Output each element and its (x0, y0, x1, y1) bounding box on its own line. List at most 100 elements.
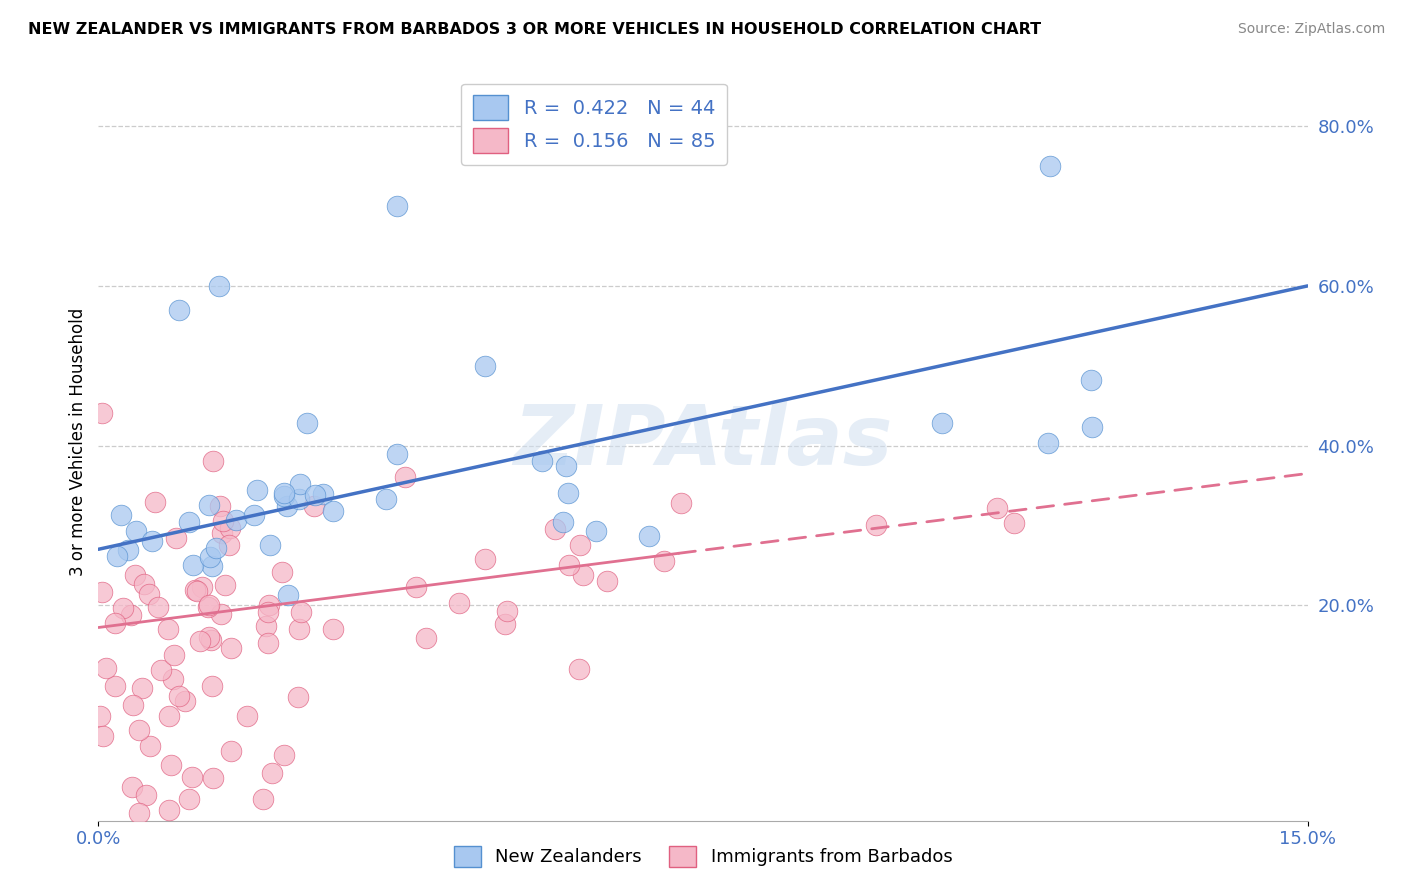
Point (257, 598, 280, 612)
Point (110, 508, 132, 522)
Point (181, 558, 204, 572)
Point (146, 599, 169, 614)
Point (277, 588, 299, 602)
Text: ZIPAtlas: ZIPAtlas (513, 401, 893, 482)
Point (188, 634, 211, 648)
Point (162, 672, 184, 686)
Point (273, 748, 295, 763)
Point (141, 533, 163, 548)
Point (209, 499, 232, 513)
Point (495, 604, 517, 618)
Point (302, 499, 325, 513)
Point (219, 521, 242, 535)
Point (270, 565, 292, 579)
Point (273, 486, 295, 500)
Point (290, 605, 312, 619)
Point (90, 584, 112, 599)
Point (179, 792, 201, 806)
Point (201, 454, 224, 468)
Point (259, 538, 281, 552)
Point (312, 487, 335, 501)
Point (1002, 516, 1025, 530)
Point (637, 529, 659, 543)
Point (568, 538, 591, 552)
Point (131, 681, 153, 695)
Point (385, 447, 408, 461)
Point (135, 788, 157, 802)
Point (557, 558, 579, 572)
Point (124, 567, 146, 582)
Point (568, 662, 591, 676)
Point (221, 641, 243, 656)
Point (157, 709, 180, 723)
Text: NEW ZEALANDER VS IMMIGRANTS FROM BARBADOS 3 OR MORE VEHICLES IN HOUSEHOLD CORREL: NEW ZEALANDER VS IMMIGRANTS FROM BARBADO… (28, 22, 1042, 37)
Point (474, 359, 496, 373)
Point (447, 596, 470, 610)
Point (122, 698, 145, 712)
Point (179, 515, 201, 529)
Point (986, 501, 1008, 516)
Point (211, 525, 233, 540)
Point (262, 766, 284, 780)
Point (225, 513, 247, 527)
Point (201, 772, 224, 786)
Point (191, 580, 214, 594)
Point (243, 508, 266, 522)
Point (120, 608, 142, 623)
Point (128, 723, 150, 737)
Point (104, 615, 127, 630)
Point (295, 416, 318, 430)
Point (186, 584, 208, 599)
Point (385, 199, 408, 213)
Y-axis label: 3 or more Vehicles in Household: 3 or more Vehicles in Household (69, 308, 87, 575)
Point (165, 531, 187, 545)
Point (1080, 373, 1102, 387)
Point (208, 279, 231, 293)
Point (104, 679, 127, 693)
Point (197, 599, 219, 614)
Text: Source: ZipAtlas.com: Source: ZipAtlas.com (1237, 22, 1385, 37)
Point (184, 583, 207, 598)
Point (669, 496, 692, 510)
Point (276, 499, 298, 513)
Point (111, 600, 134, 615)
Point (1038, 435, 1060, 450)
Point (200, 632, 222, 647)
Point (494, 617, 516, 632)
Point (654, 554, 676, 568)
Point (198, 598, 221, 612)
Point (134, 577, 156, 591)
Point (415, 632, 437, 646)
Point (257, 636, 280, 650)
Point (236, 708, 259, 723)
Legend: R =  0.422   N = 44, R =  0.156   N = 85: R = 0.422 N = 44, R = 0.156 N = 85 (461, 84, 727, 165)
Point (212, 514, 235, 528)
Point (105, 549, 128, 563)
Point (138, 587, 160, 601)
Point (143, 495, 166, 509)
Point (169, 689, 191, 703)
Point (585, 524, 607, 538)
Point (394, 470, 416, 484)
Point (198, 498, 221, 512)
Point (1039, 159, 1062, 173)
Point (474, 552, 496, 566)
Legend: New Zealanders, Immigrants from Barbados: New Zealanders, Immigrants from Barbados (447, 838, 959, 874)
Point (596, 574, 619, 588)
Point (252, 792, 274, 806)
Point (117, 542, 139, 557)
Point (246, 483, 269, 497)
Point (128, 805, 150, 820)
Point (198, 631, 221, 645)
Point (214, 578, 236, 592)
Point (167, 302, 190, 317)
Point (931, 416, 953, 430)
Point (288, 476, 311, 491)
Point (163, 648, 186, 662)
Point (201, 679, 224, 693)
Point (257, 605, 280, 619)
Point (94, 661, 117, 675)
Point (121, 780, 143, 794)
Point (375, 492, 398, 507)
Point (90, 406, 112, 420)
